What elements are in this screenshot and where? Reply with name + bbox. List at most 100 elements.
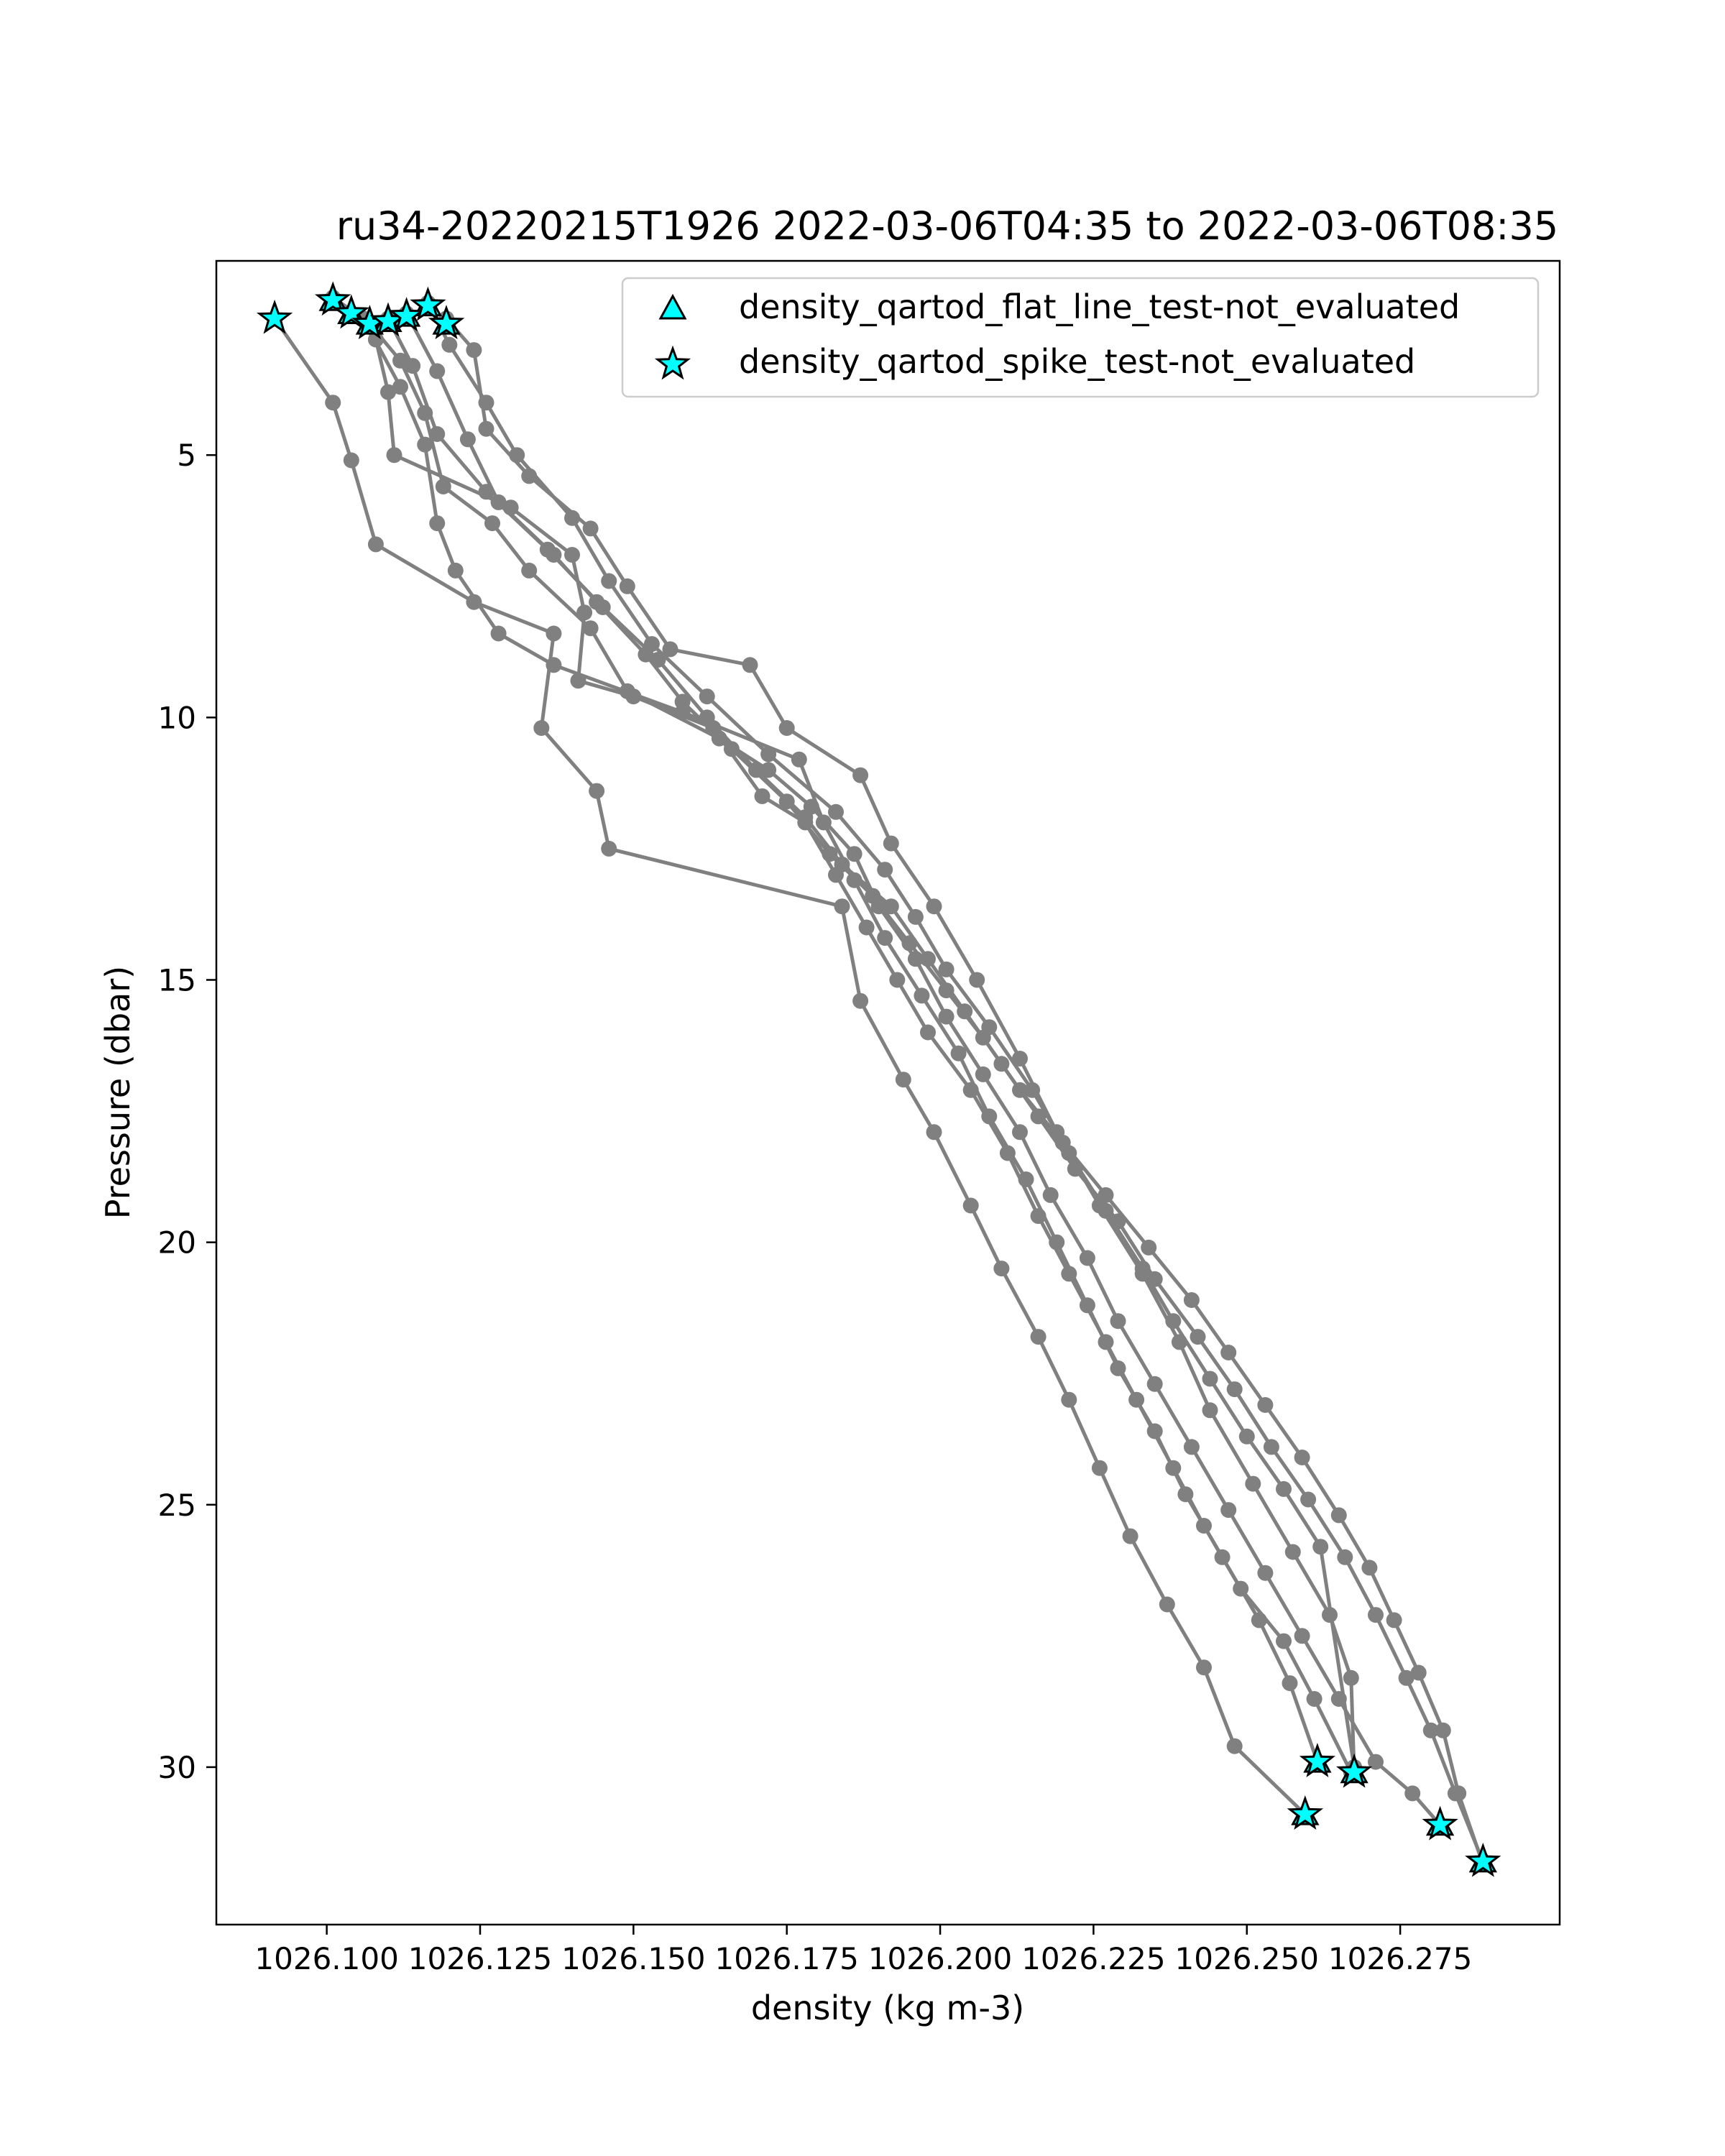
profile-point <box>962 1197 979 1214</box>
profile-point <box>883 898 899 915</box>
profile-point <box>981 1019 998 1036</box>
profile-point <box>1300 1491 1317 1508</box>
profile-point <box>1091 1460 1108 1476</box>
profile-line <box>445 317 1356 1773</box>
profile-point <box>1202 1370 1218 1387</box>
profile-point <box>1343 1669 1359 1686</box>
spike-marker <box>314 281 351 316</box>
profile-point <box>1294 1450 1310 1465</box>
profile-point <box>1098 1334 1114 1350</box>
profile-point <box>778 720 795 736</box>
profile-point <box>619 683 635 699</box>
x-axis-ticks: 1026.100 1026.125 1026.150 1026.175 1026.200… <box>254 1925 1472 1976</box>
profile-point <box>1435 1722 1451 1738</box>
profile-point <box>1030 1208 1046 1225</box>
profile-point <box>1257 1565 1274 1581</box>
y-tick-label: 30 <box>158 1750 196 1785</box>
profile-point <box>1030 1329 1046 1345</box>
spike-marker <box>1336 1753 1373 1788</box>
profile-point <box>521 562 538 579</box>
profile-point <box>1141 1239 1157 1256</box>
profile-point <box>975 1066 991 1082</box>
profile-point <box>662 641 678 658</box>
profile-point <box>778 793 795 810</box>
profile-point <box>901 935 918 952</box>
profile-point <box>1337 1549 1353 1565</box>
profile-point <box>1012 1051 1028 1067</box>
profile-point <box>533 720 550 736</box>
profile-point <box>926 898 942 915</box>
profile-point <box>920 1024 936 1041</box>
legend-label-flat-line: density_qartod_flat_line_test-not_evalua… <box>739 287 1460 326</box>
profile-point <box>1049 1124 1065 1141</box>
y-tick-label: 20 <box>158 1225 196 1261</box>
profile-point <box>1322 1607 1338 1623</box>
profile-point <box>877 930 893 946</box>
profile-point <box>429 363 446 379</box>
chart-title: ru34-20220215T1926 2022-03-06T04:35 to 2… <box>336 203 1558 249</box>
profile-point <box>834 898 850 915</box>
legend-triangle-marker <box>658 293 687 320</box>
profile-point <box>1226 1738 1243 1754</box>
profile-point <box>865 888 881 904</box>
profile-point <box>582 620 599 637</box>
profile-point <box>1294 1628 1310 1644</box>
profile-point <box>1183 1292 1200 1308</box>
profile-point <box>674 694 691 710</box>
profile-point <box>822 846 838 862</box>
x-tick-label: 1026.250 <box>1175 1941 1319 1976</box>
spike-marker <box>410 286 446 321</box>
profile-point <box>1061 1391 1077 1408</box>
spike-marker <box>1422 1805 1458 1841</box>
profile-point <box>1276 1480 1292 1497</box>
profile-point <box>1422 1722 1439 1738</box>
profile-line <box>405 312 1485 1865</box>
profile-point <box>1404 1785 1421 1802</box>
profile-point <box>1012 1082 1028 1098</box>
profile-point <box>1159 1596 1175 1613</box>
profile-point <box>1196 1518 1212 1534</box>
x-axis-label: density (kg m-3) <box>751 1989 1024 2027</box>
y-tick-label: 15 <box>158 962 196 998</box>
profile-point <box>1410 1664 1427 1681</box>
legend-label-spike: density_qartod_spike_test-not_evaluated <box>739 342 1415 381</box>
profile-point <box>889 972 906 988</box>
y-axis-label: Pressure (dbar) <box>98 966 137 1219</box>
profiles-layer <box>267 290 1491 1872</box>
profile-point <box>723 741 740 757</box>
profile-point <box>435 479 451 494</box>
profile-point <box>1233 1580 1249 1597</box>
profile-point <box>938 1008 954 1025</box>
profile-point <box>643 636 660 653</box>
profile-point <box>938 961 954 977</box>
y-tick-label: 5 <box>177 438 196 473</box>
profile-point <box>846 846 862 862</box>
profile-point <box>1386 1612 1402 1628</box>
x-tick-label: 1026.100 <box>254 1941 398 1976</box>
profile-point <box>1361 1560 1378 1576</box>
x-tick-label: 1026.175 <box>714 1941 858 1976</box>
profile-point <box>1306 1691 1322 1707</box>
spike-marker <box>388 297 425 332</box>
x-tick-label: 1026.125 <box>408 1941 552 1976</box>
spike-marker <box>333 294 369 329</box>
profile-point <box>484 515 500 532</box>
profile-point <box>441 336 458 353</box>
profile-point <box>1398 1669 1414 1686</box>
profile-point <box>478 420 494 437</box>
profile-point <box>589 594 605 610</box>
profile-point <box>1183 1439 1200 1455</box>
profile-point <box>1276 1633 1292 1649</box>
profile-point <box>546 657 562 673</box>
profile-point <box>459 431 476 448</box>
profile-point <box>1012 1124 1028 1141</box>
profile-point <box>1220 1345 1237 1360</box>
spike-marker <box>1299 1743 1335 1777</box>
profile-point <box>417 436 433 453</box>
profile-point <box>1030 1108 1046 1125</box>
profile-point <box>380 384 396 400</box>
profile-point <box>1146 1376 1163 1392</box>
profile-point <box>877 862 893 878</box>
profile-point <box>1134 1266 1151 1282</box>
profile-point <box>570 673 586 689</box>
